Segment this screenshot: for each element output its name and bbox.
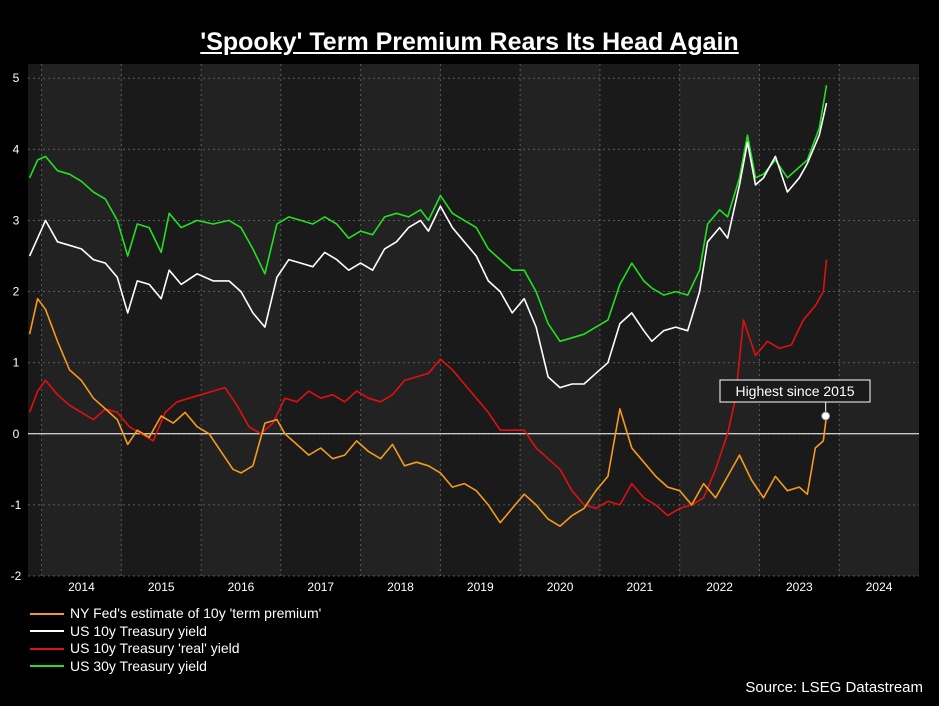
legend-label: US 10y Treasury yield [70,622,207,639]
x-tick-label: 2016 [228,580,255,594]
x-tick-label: 2015 [148,580,175,594]
legend-swatch [30,612,64,615]
legend-swatch [30,665,64,668]
annotation-box [719,379,871,403]
y-tick-label: 4 [13,142,20,156]
legend-label: US 10y Treasury 'real' yield [70,640,240,656]
x-tick-label: 2023 [786,580,813,594]
y-tick-label: 1 [13,356,20,370]
legend-item: NY Fed's estimate of 10y 'term premium' [30,605,321,623]
y-tick-label: -2 [11,569,22,583]
year-band [360,64,441,576]
y-tick-label: -1 [11,498,22,512]
x-tick-label: 2014 [68,580,95,594]
x-tick-label: 2017 [307,580,334,594]
y-tick-label: 0 [13,427,20,441]
x-tick-label: 2019 [467,580,494,594]
y-tick-label: 5 [13,71,20,85]
x-tick-label: 2018 [387,580,414,594]
y-tick-label: 3 [13,213,20,227]
annotation-text: Highest since 2015 [735,383,854,399]
legend-swatch [30,647,64,650]
series-line-0 [28,297,828,528]
source-note: Source: LSEG Datastream [745,679,923,696]
x-tick-label: 2021 [626,580,653,594]
legend-label: US 30y Treasury yield [70,657,207,674]
y-tick-label: 2 [13,285,20,299]
legend: NY Fed's estimate of 10y 'term premium' U… [30,605,321,675]
series-line-2 [28,259,828,517]
year-band [201,64,281,576]
x-tick-label: 2020 [547,580,574,594]
legend-item: US 10y Treasury yield [30,623,321,641]
x-tick-label: 2022 [706,580,733,594]
legend-item: US 10y Treasury 'real' yield [30,640,321,658]
series-line-3 [28,85,828,343]
x-tick-label: 2024 [866,580,893,594]
annotation-marker [821,411,831,421]
chart-title: 'Spooky' Term Premium Rears Its Head Aga… [200,28,739,56]
legend-swatch [30,630,64,633]
plot-area [28,64,919,576]
legend-item: US 30y Treasury yield [30,658,321,676]
year-band [41,64,122,576]
series-line-1 [28,102,828,389]
legend-label: NY Fed's estimate of 10y 'term premium' [70,605,322,621]
year-band [520,64,600,576]
year-band [839,64,919,576]
